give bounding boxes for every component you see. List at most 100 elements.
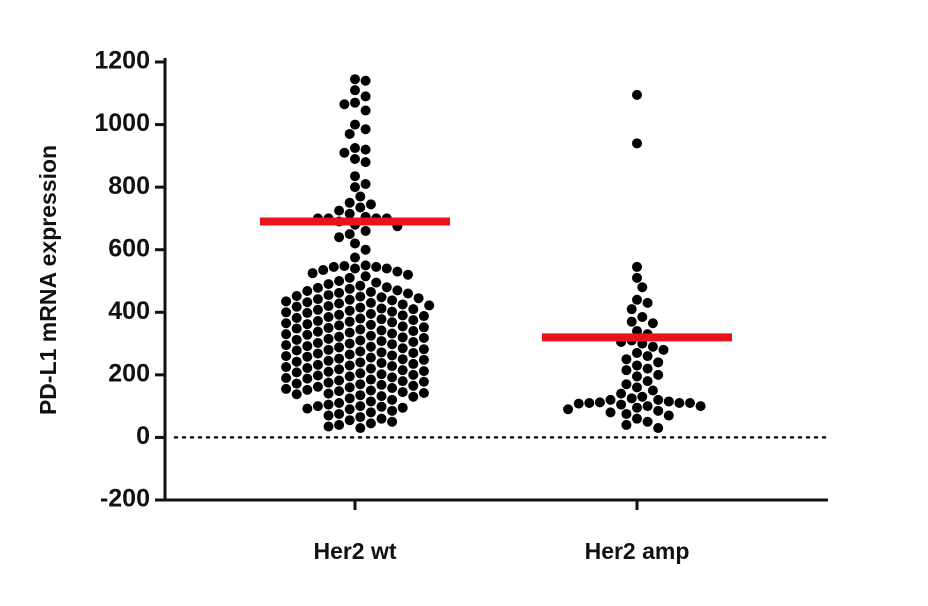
dot bbox=[302, 403, 313, 414]
dot bbox=[355, 390, 366, 401]
dot bbox=[642, 297, 653, 308]
dot bbox=[637, 391, 648, 402]
dot bbox=[344, 327, 355, 338]
dot bbox=[344, 360, 355, 371]
dot bbox=[360, 157, 371, 168]
dot bbox=[418, 311, 429, 322]
dot bbox=[344, 283, 355, 294]
dot bbox=[658, 344, 669, 355]
dot bbox=[621, 419, 632, 430]
dot bbox=[350, 97, 360, 108]
dot bbox=[355, 335, 366, 346]
dot bbox=[355, 379, 366, 390]
y-tick-label: 1000 bbox=[94, 109, 150, 137]
dot bbox=[397, 343, 408, 354]
dot bbox=[281, 372, 292, 383]
dot bbox=[302, 362, 313, 373]
dot bbox=[355, 357, 366, 368]
dot bbox=[323, 355, 334, 366]
dot bbox=[376, 314, 387, 325]
dot bbox=[281, 296, 292, 307]
dot bbox=[387, 317, 398, 328]
dot bbox=[344, 371, 355, 382]
dot bbox=[355, 368, 366, 379]
dot bbox=[392, 285, 403, 296]
dot bbox=[344, 229, 355, 240]
dot bbox=[360, 91, 371, 102]
dot bbox=[685, 398, 695, 409]
dot bbox=[339, 147, 350, 158]
dot bbox=[397, 376, 408, 387]
dot bbox=[365, 396, 376, 407]
dot bbox=[418, 332, 429, 343]
dot bbox=[408, 380, 419, 391]
dot bbox=[663, 410, 674, 421]
dot bbox=[334, 298, 345, 309]
dot bbox=[594, 397, 605, 408]
dot bbox=[424, 300, 435, 311]
dot bbox=[365, 308, 376, 319]
dot bbox=[355, 291, 366, 302]
dot bbox=[323, 366, 334, 377]
dot bbox=[312, 316, 323, 327]
dot bbox=[653, 369, 664, 380]
x-tick-label: Her2 amp bbox=[585, 538, 690, 564]
x-tick-label: Her2 wt bbox=[313, 538, 396, 564]
dot bbox=[632, 371, 642, 382]
dot bbox=[355, 191, 366, 202]
dot bbox=[350, 171, 360, 182]
dot bbox=[632, 261, 642, 272]
dot bbox=[291, 378, 302, 389]
dot bbox=[387, 328, 398, 339]
dot bbox=[344, 393, 355, 404]
dot bbox=[323, 311, 334, 322]
dot bbox=[344, 197, 355, 208]
dot bbox=[365, 374, 376, 385]
dot bbox=[397, 332, 408, 343]
dot bbox=[360, 271, 371, 282]
dot bbox=[350, 153, 360, 164]
dot bbox=[365, 352, 376, 363]
dot bbox=[653, 423, 664, 434]
dot bbox=[281, 340, 292, 351]
dot bbox=[350, 238, 360, 249]
dot bbox=[339, 260, 350, 271]
dot bbox=[323, 388, 334, 399]
dot bbox=[281, 351, 292, 362]
dot bbox=[318, 265, 329, 276]
dot bbox=[418, 344, 429, 355]
dot bbox=[573, 398, 584, 409]
dot bbox=[334, 287, 345, 298]
dot bbox=[605, 394, 616, 405]
dot bbox=[397, 354, 408, 365]
dot bbox=[626, 393, 637, 404]
dot bbox=[350, 252, 360, 263]
dot bbox=[344, 128, 355, 139]
dot bbox=[334, 353, 345, 364]
dot bbox=[397, 365, 408, 376]
dot bbox=[281, 383, 292, 394]
dot bbox=[334, 276, 345, 286]
dot bbox=[637, 282, 648, 293]
dot bbox=[376, 336, 387, 347]
dot bbox=[632, 272, 642, 283]
y-tick-label: 200 bbox=[108, 359, 150, 387]
dot bbox=[387, 350, 398, 361]
dot bbox=[323, 301, 334, 312]
dot bbox=[647, 385, 658, 396]
dot bbox=[376, 413, 387, 424]
dot bbox=[328, 261, 339, 272]
dot bbox=[653, 357, 664, 368]
y-tick-label: -200 bbox=[100, 485, 150, 513]
dot bbox=[281, 318, 292, 329]
dot bbox=[291, 291, 302, 302]
dot bbox=[695, 401, 706, 412]
dot bbox=[392, 266, 403, 277]
dot bbox=[302, 351, 313, 362]
dot bbox=[387, 416, 398, 427]
dot bbox=[344, 316, 355, 327]
dot bbox=[365, 407, 376, 418]
dot bbox=[302, 297, 313, 308]
dot bbox=[281, 307, 292, 318]
